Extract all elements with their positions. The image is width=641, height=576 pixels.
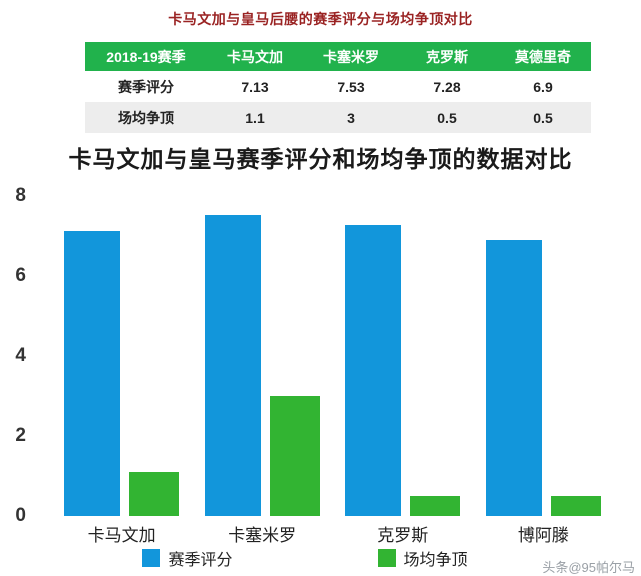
- table-header-row: 2018-19赛季 卡马文加 卡塞米罗 克罗斯 莫德里奇: [85, 42, 591, 71]
- table-header-cell: 卡马文加: [207, 42, 303, 71]
- table-cell: 6.9: [533, 78, 553, 95]
- bar-场均争顶: [410, 496, 461, 516]
- legend-item: 赛季评分: [142, 546, 233, 570]
- table-row: 场均争顶 1.1 3 0.5 0.5: [85, 102, 591, 133]
- legend-label: 赛季评分: [168, 552, 233, 569]
- table-header-cell: 卡塞米罗: [303, 42, 399, 71]
- bar-group: [63, 230, 181, 516]
- x-axis-label: 卡塞米罗: [228, 526, 297, 545]
- legend-swatch: [142, 549, 161, 567]
- table-cell: 7.28: [433, 78, 461, 95]
- chart-title: 卡马文加与皇马赛季评分和场均争顶的数据对比: [68, 146, 573, 172]
- legend-item: 场均争顶: [377, 546, 468, 570]
- legend-swatch: [377, 549, 396, 567]
- bar-group: [344, 224, 462, 516]
- bar-group: [203, 214, 321, 516]
- table-cell: 1.1: [245, 109, 265, 126]
- stats-table: 2018-19赛季 卡马文加 卡塞米罗 克罗斯 莫德里奇 赛季评分 7.13 7.53 7.2…: [85, 42, 591, 133]
- bar-group: [484, 240, 602, 516]
- y-tick-label: 0: [15, 505, 26, 526]
- x-axis: 卡马文加 卡塞米罗 克罗斯 博阿滕: [40, 521, 625, 546]
- bar-场均争顶: [129, 472, 180, 516]
- x-axis-label: 克罗斯: [377, 526, 429, 545]
- bar-赛季评分: [485, 240, 542, 516]
- bar-赛季评分: [204, 214, 261, 516]
- bar-chart-plot-area: [40, 196, 625, 516]
- table-row-label: 场均争顶: [118, 109, 174, 126]
- x-axis-label: 博阿滕: [517, 526, 569, 545]
- x-axis-label: 卡马文加: [87, 526, 156, 545]
- table-cell: 7.53: [337, 78, 365, 95]
- y-tick-label: 6: [15, 265, 26, 286]
- legend-label: 场均争顶: [403, 552, 468, 569]
- table-row-label: 赛季评分: [118, 78, 174, 95]
- y-tick-label: 8: [15, 185, 26, 206]
- table-header-cell: 2018-19赛季: [85, 42, 207, 71]
- watermark: 头条@95帕尔马: [542, 560, 635, 575]
- table-header-cell: 莫德里奇: [495, 42, 591, 71]
- page-title: 卡马文加与皇马后腰的赛季评分与场均争顶对比: [168, 11, 473, 27]
- table-cell: 3: [347, 109, 355, 126]
- table-header-cell: 克罗斯: [399, 42, 495, 71]
- bar-场均争顶: [550, 496, 601, 516]
- table-cell: 0.5: [533, 109, 553, 126]
- bar-场均争顶: [269, 396, 320, 516]
- y-tick-label: 4: [15, 345, 26, 366]
- table-row: 赛季评分 7.13 7.53 7.28 6.9: [85, 71, 591, 102]
- legend: 赛季评分 场均争顶: [0, 546, 610, 570]
- bar-赛季评分: [345, 224, 402, 516]
- y-axis: 0 2 4 6 8: [0, 185, 30, 526]
- table-cell: 7.13: [241, 78, 269, 95]
- y-tick-label: 2: [15, 425, 26, 446]
- table-cell: 0.5: [437, 109, 457, 126]
- bar-赛季评分: [64, 230, 121, 516]
